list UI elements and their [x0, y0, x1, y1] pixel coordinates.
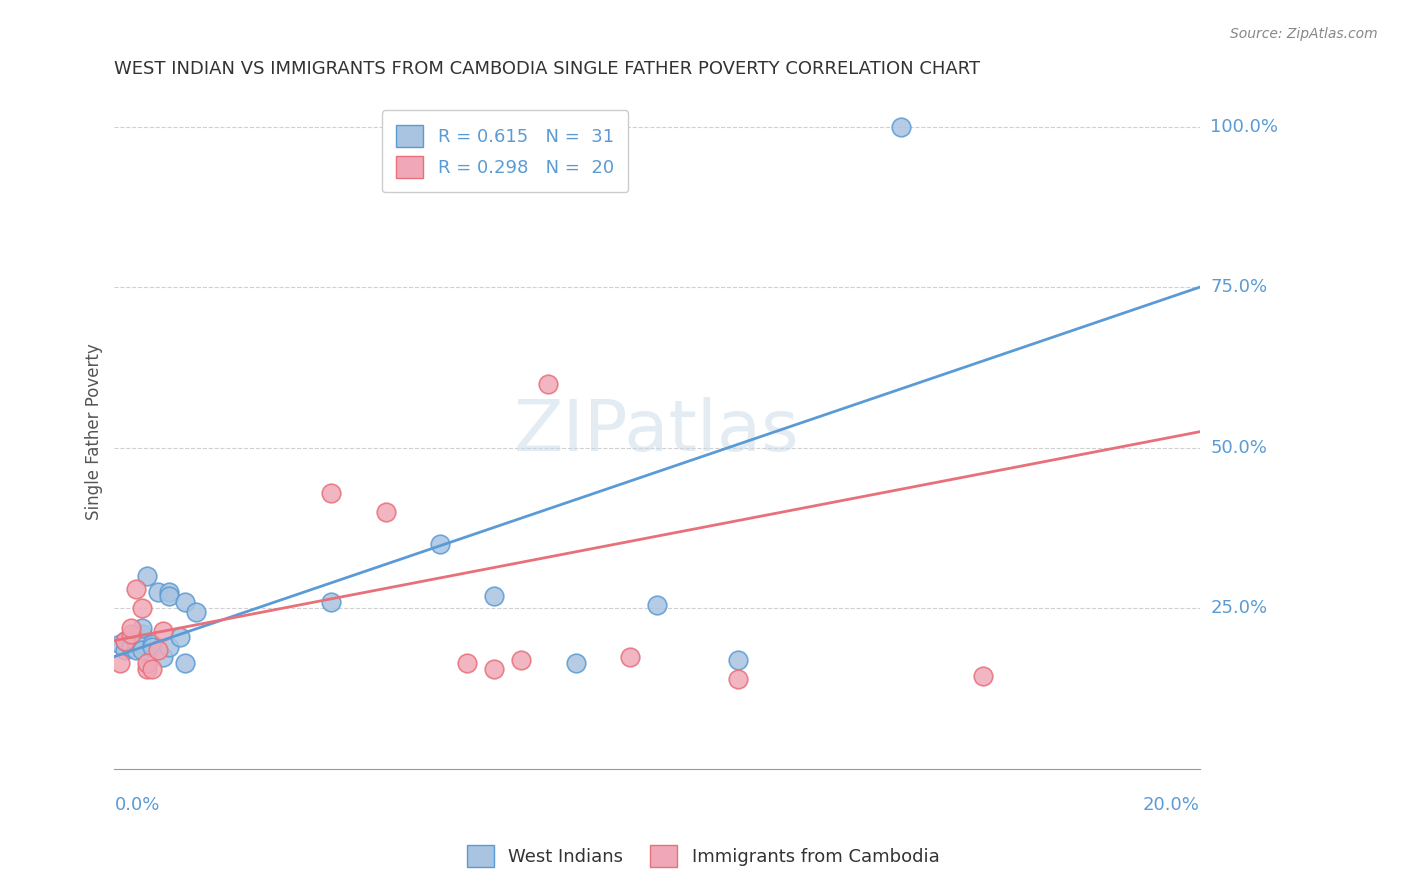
Legend: West Indians, Immigrants from Cambodia: West Indians, Immigrants from Cambodia — [460, 838, 946, 874]
Point — [564, 656, 586, 670]
Y-axis label: Single Father Poverty: Single Father Poverty — [86, 343, 103, 520]
Point — [136, 663, 159, 677]
Point — [131, 637, 153, 651]
Point — [125, 633, 148, 648]
Point — [114, 643, 136, 657]
Point — [374, 505, 396, 519]
Point — [157, 585, 180, 599]
Point — [169, 631, 191, 645]
Text: 0.0%: 0.0% — [114, 796, 160, 814]
Point — [141, 637, 163, 651]
Point — [120, 621, 142, 635]
Point — [484, 589, 506, 603]
Point — [157, 640, 180, 654]
Point — [108, 656, 131, 670]
Point — [114, 633, 136, 648]
Point — [174, 656, 197, 670]
Point — [321, 595, 343, 609]
Point — [972, 669, 994, 683]
Text: 50.0%: 50.0% — [1211, 439, 1267, 457]
Point — [146, 585, 169, 599]
Point — [727, 672, 749, 686]
Text: Source: ZipAtlas.com: Source: ZipAtlas.com — [1230, 27, 1378, 41]
Point — [120, 637, 142, 651]
Point — [136, 569, 159, 583]
Point — [484, 663, 506, 677]
Text: 20.0%: 20.0% — [1143, 796, 1199, 814]
Point — [619, 649, 641, 664]
Point — [429, 537, 451, 551]
Point — [136, 656, 159, 670]
Point — [146, 643, 169, 657]
Point — [108, 637, 131, 651]
Point — [456, 656, 478, 670]
Point — [141, 640, 163, 654]
Point — [890, 120, 912, 134]
Point — [152, 649, 174, 664]
Point — [152, 624, 174, 638]
Legend: R = 0.615   N =  31, R = 0.298   N =  20: R = 0.615 N = 31, R = 0.298 N = 20 — [382, 111, 628, 192]
Point — [131, 621, 153, 635]
Point — [537, 376, 560, 391]
Point — [141, 663, 163, 677]
Point — [645, 599, 668, 613]
Point — [120, 640, 142, 654]
Point — [125, 643, 148, 657]
Point — [184, 605, 207, 619]
Point — [727, 653, 749, 667]
Point — [131, 627, 153, 641]
Text: 100.0%: 100.0% — [1211, 118, 1278, 136]
Point — [114, 633, 136, 648]
Point — [321, 485, 343, 500]
Point — [125, 631, 148, 645]
Point — [157, 589, 180, 603]
Text: ZIPatlas: ZIPatlas — [515, 397, 800, 467]
Text: 75.0%: 75.0% — [1211, 278, 1268, 296]
Point — [131, 601, 153, 615]
Point — [125, 582, 148, 597]
Point — [174, 595, 197, 609]
Point — [131, 643, 153, 657]
Text: 25.0%: 25.0% — [1211, 599, 1268, 617]
Text: WEST INDIAN VS IMMIGRANTS FROM CAMBODIA SINGLE FATHER POVERTY CORRELATION CHART: WEST INDIAN VS IMMIGRANTS FROM CAMBODIA … — [114, 60, 980, 78]
Point — [120, 627, 142, 641]
Point — [510, 653, 533, 667]
